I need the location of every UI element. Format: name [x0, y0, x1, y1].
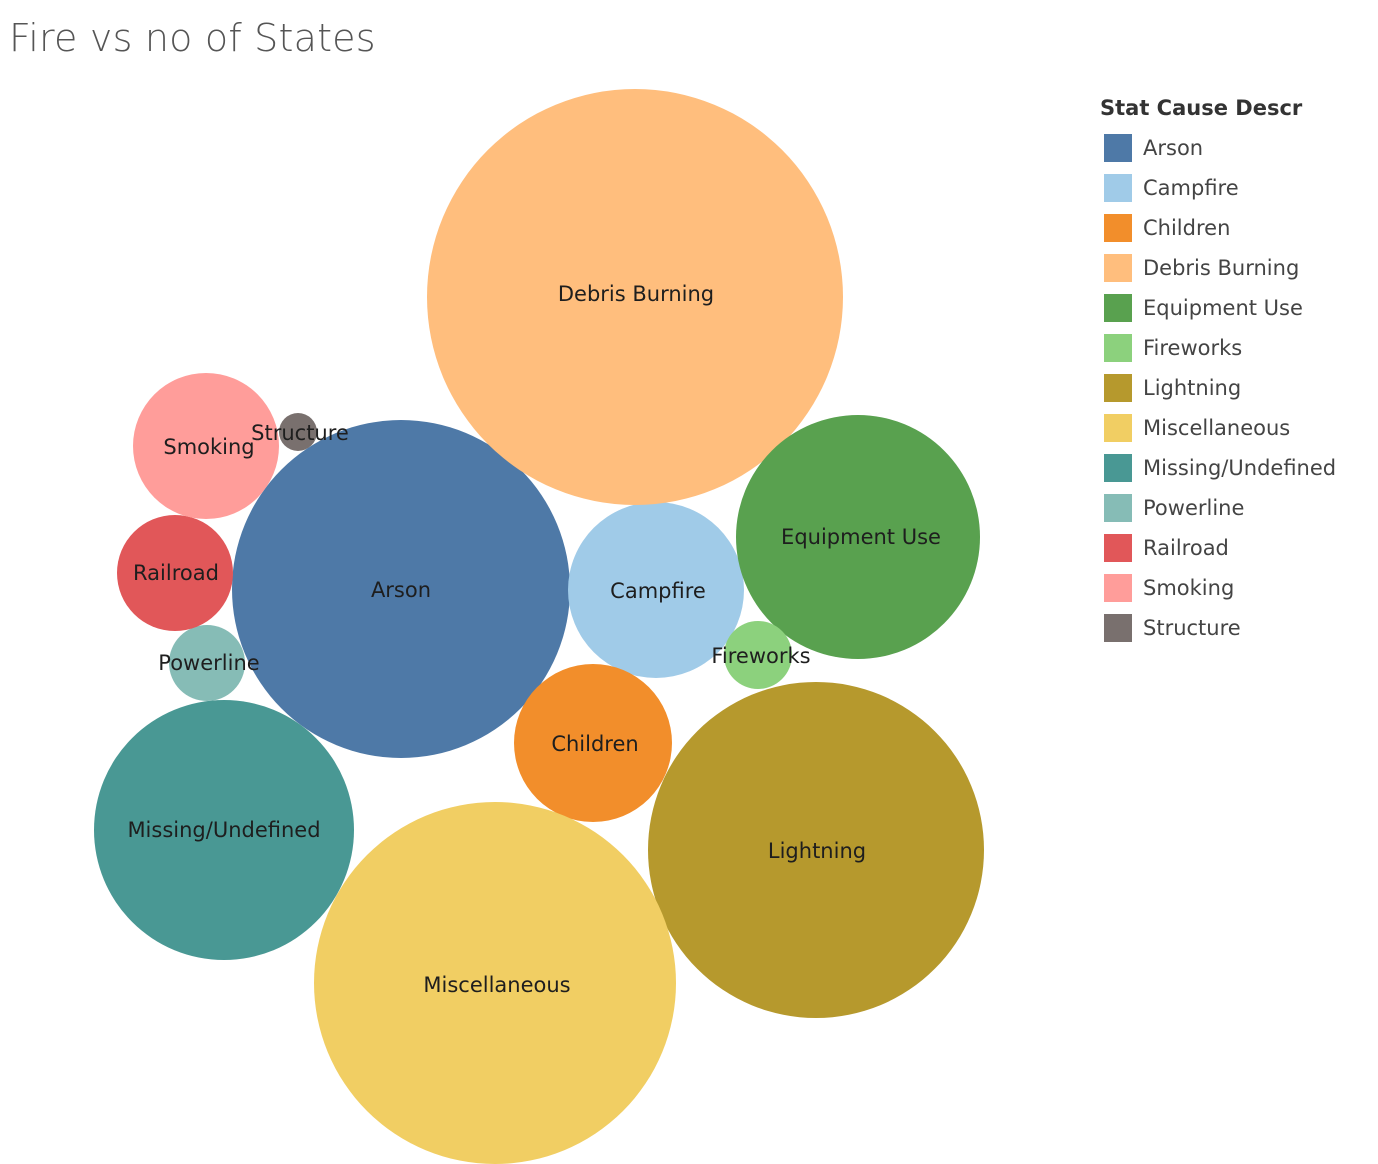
bubble-campfire[interactable]	[568, 502, 744, 678]
bubble-lightning[interactable]	[648, 682, 984, 1018]
chart-title: Fire vs no of States	[9, 16, 376, 60]
legend-swatch-missing-undefined	[1104, 454, 1132, 482]
bubble-label-fireworks: Fireworks	[711, 644, 810, 668]
bubble-label-missing-undefined: Missing/Undefined	[127, 818, 320, 842]
legend-swatch-fireworks	[1104, 334, 1132, 362]
legend-swatch-equipment-use	[1104, 294, 1132, 322]
bubble-missing-undefined[interactable]	[94, 700, 354, 960]
legend-label-campfire: Campfire	[1143, 176, 1239, 200]
bubble-label-children: Children	[551, 732, 638, 756]
legend-item-smoking[interactable]: Smoking	[1100, 568, 1336, 608]
bubble-label-powerline: Powerline	[158, 651, 259, 675]
legend-item-fireworks[interactable]: Fireworks	[1100, 328, 1336, 368]
legend-title: Stat Cause Descr	[1100, 96, 1303, 120]
bubble-structure[interactable]	[279, 413, 317, 451]
legend-swatch-debris-burning	[1104, 254, 1132, 282]
bubble-label-campfire: Campfire	[610, 579, 706, 603]
legend-label-powerline: Powerline	[1143, 496, 1245, 520]
bubble-children[interactable]	[514, 664, 672, 822]
legend-items: Arson Campfire Children Debris Burning Equip…	[1100, 128, 1336, 648]
legend-label-lightning: Lightning	[1143, 376, 1242, 400]
legend-swatch-arson	[1104, 134, 1132, 162]
legend-label-arson: Arson	[1143, 136, 1204, 160]
legend-swatch-powerline	[1104, 494, 1132, 522]
legend-label-fireworks: Fireworks	[1143, 336, 1243, 360]
bubble-label-miscellaneous: Miscellaneous	[423, 973, 570, 997]
legend-label-miscellaneous: Miscellaneous	[1143, 416, 1291, 440]
bubble-fireworks[interactable]	[724, 621, 792, 689]
legend-label-structure: Structure	[1143, 616, 1241, 640]
legend-item-powerline[interactable]: Powerline	[1100, 488, 1336, 528]
legend-item-arson[interactable]: Arson	[1100, 128, 1336, 168]
bubble-label-smoking: Smoking	[163, 435, 254, 459]
legend-swatch-campfire	[1104, 174, 1132, 202]
bubble-label-structure: Structure	[251, 421, 349, 445]
bubble-railroad[interactable]	[117, 515, 233, 631]
bubble-label-railroad: Railroad	[133, 561, 219, 585]
legend-swatch-smoking	[1104, 574, 1132, 602]
legend-label-equipment-use: Equipment Use	[1143, 296, 1303, 320]
legend-swatch-railroad	[1104, 534, 1132, 562]
legend-swatch-lightning	[1104, 374, 1132, 402]
legend-item-miscellaneous[interactable]: Miscellaneous	[1100, 408, 1336, 448]
bubble-label-equipment-use: Equipment Use	[781, 525, 941, 549]
bubble-miscellaneous[interactable]	[314, 802, 676, 1164]
legend-swatch-miscellaneous	[1104, 414, 1132, 442]
legend-item-children[interactable]: Children	[1100, 208, 1336, 248]
legend-label-missing-undefined: Missing/Undefined	[1143, 456, 1337, 480]
bubble-label-lightning: Lightning	[768, 839, 866, 863]
bubble-label-arson: Arson	[371, 578, 431, 602]
bubble-arson[interactable]	[232, 420, 570, 758]
legend-item-lightning[interactable]: Lightning	[1100, 368, 1336, 408]
bubble-powerline[interactable]	[169, 625, 245, 701]
legend-label-railroad: Railroad	[1143, 536, 1229, 560]
legend-swatch-children	[1104, 214, 1132, 242]
legend-swatch-structure	[1104, 614, 1132, 642]
bubble-equipment-use[interactable]	[736, 415, 980, 659]
bubble-debris-burning[interactable]	[427, 89, 843, 505]
bubble-smoking[interactable]	[133, 373, 279, 519]
legend-label-smoking: Smoking	[1143, 576, 1235, 600]
legend-item-missing-undefined[interactable]: Missing/Undefined	[1100, 448, 1336, 488]
legend-item-railroad[interactable]: Railroad	[1100, 528, 1336, 568]
bubble-label-debris-burning: Debris Burning	[558, 282, 714, 306]
legend-item-campfire[interactable]: Campfire	[1100, 168, 1336, 208]
legend-item-equipment-use[interactable]: Equipment Use	[1100, 288, 1336, 328]
legend-label-children: Children	[1143, 216, 1231, 240]
legend: Stat Cause Descr Arson Campfire Children De…	[1100, 96, 1336, 648]
legend-label-debris-burning: Debris Burning	[1143, 256, 1300, 280]
legend-item-debris-burning[interactable]: Debris Burning	[1100, 248, 1336, 288]
legend-item-structure[interactable]: Structure	[1100, 608, 1336, 648]
